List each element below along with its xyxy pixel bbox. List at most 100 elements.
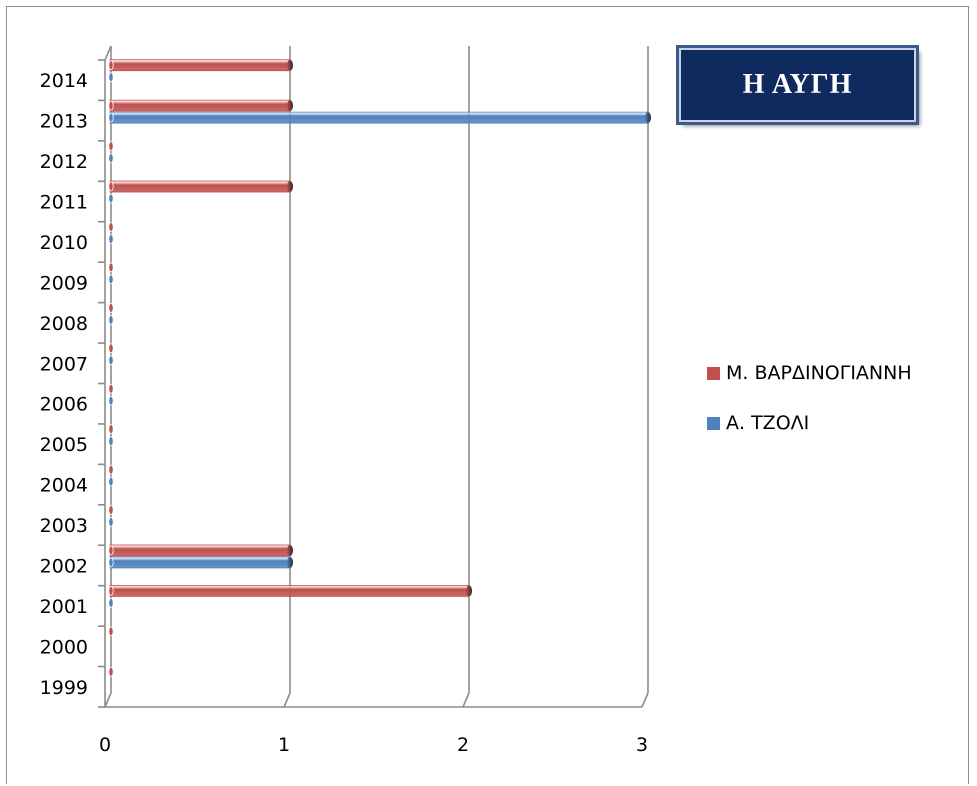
bar-body	[109, 111, 649, 124]
gridline-depth-2	[462, 692, 470, 708]
y-tick-label-2006: 2006	[40, 394, 88, 416]
bar-series-1-2001	[108, 585, 472, 597]
bar-end-cap	[287, 544, 293, 556]
bar-series-2-2013	[108, 111, 651, 124]
x-tick-label-2: 2	[457, 734, 469, 756]
y-tick-label-2003: 2003	[40, 515, 88, 537]
bar-series-1-2011	[108, 180, 293, 193]
bar-start-cap	[108, 72, 114, 83]
y-tick-label-2000: 2000	[40, 636, 88, 658]
x-tick-labels: 0 1 2 3	[99, 734, 648, 756]
bar-start-cap	[108, 545, 114, 556]
y-tick-label-2012: 2012	[40, 151, 88, 173]
bar-start-cap	[108, 476, 114, 487]
bar-start-cap	[108, 598, 114, 608]
y-tick-label-2001: 2001	[40, 596, 88, 618]
bar-end-cap	[287, 181, 293, 193]
y-tick-label-1999: 1999	[40, 677, 88, 699]
bar-series-2-2011	[108, 193, 114, 204]
bar-start-cap	[108, 626, 114, 637]
bar-start-cap	[108, 464, 114, 475]
y-tick-label-2002: 2002	[40, 555, 88, 577]
bar-start-cap	[108, 234, 114, 244]
gridline-depth-0	[104, 692, 112, 708]
bar-start-cap	[108, 505, 114, 515]
x-tick-label-1: 1	[278, 734, 290, 756]
legend-swatch-series-1	[707, 366, 720, 380]
bar-series-1-2006	[108, 383, 114, 394]
bar-start-cap	[108, 193, 114, 204]
bar-start-cap	[108, 395, 114, 406]
chart-title: Η ΑΥΓΗ	[742, 69, 853, 100]
gridline-depth-3	[641, 692, 649, 708]
bar-series-1-2007	[108, 343, 114, 354]
bar-series-1-2000	[108, 626, 114, 637]
bar-series-1-2008	[108, 302, 114, 313]
bar-series-1-2012	[108, 141, 114, 151]
bars-layer	[108, 59, 651, 677]
y-tick-label-2005: 2005	[40, 434, 88, 456]
bar-series-2-2008	[108, 314, 114, 325]
bar-series-1-2009	[108, 262, 114, 273]
bar-series-2-2009	[108, 274, 114, 285]
bar-series-1-2002	[108, 544, 293, 557]
y-tick-label-2011: 2011	[40, 192, 88, 214]
bar-series-1-2014	[108, 59, 293, 72]
bar-series-2-2014	[108, 72, 114, 83]
bar-series-1-2004	[108, 464, 114, 475]
x-tick-label-0: 0	[99, 734, 111, 756]
bar-start-cap	[108, 222, 114, 232]
bar-start-cap	[108, 355, 114, 366]
bar-start-cap	[108, 557, 114, 568]
y-tick-label-2007: 2007	[40, 353, 88, 375]
bar-body	[109, 99, 291, 112]
chart-title-box: Η ΑΥΓΗ	[676, 45, 919, 125]
legend-swatch-series-2	[707, 416, 720, 430]
bar-start-cap	[108, 343, 114, 354]
bar-series-1-2010	[108, 222, 114, 232]
y-tick-label-2009: 2009	[40, 272, 88, 294]
y-tick-labels: 1999 2000 2001 2002 2003 2004 2005 2006 2007 2008…	[40, 70, 88, 699]
bar-start-cap	[108, 141, 114, 151]
bar-start-cap	[108, 314, 114, 325]
legend: Μ. ΒΑΡΔΙΝΟΓΙΑΝΝΗ Α. ΤΖΟΛΙ	[707, 360, 912, 460]
bar-start-cap	[108, 666, 114, 677]
bar-start-cap	[108, 517, 114, 527]
bar-end-cap	[287, 100, 293, 112]
legend-label-series-1: Μ. ΒΑΡΔΙΝΟΓΙΑΝΝΗ	[726, 362, 912, 384]
bar-series-2-2005	[108, 436, 114, 447]
bar-start-cap	[108, 112, 114, 123]
bar-series-2-2001	[108, 598, 114, 608]
bar-end-cap	[466, 585, 472, 597]
bar-body	[109, 556, 291, 569]
bar-start-cap	[108, 383, 114, 394]
bar-series-2-2010	[108, 234, 114, 244]
bar-start-cap	[108, 60, 114, 71]
bar-start-cap	[108, 100, 114, 111]
bar-body	[109, 59, 291, 72]
bar-series-2-2012	[108, 153, 114, 163]
bar-series-1-1999	[108, 666, 114, 677]
legend-label-series-2: Α. ΤΖΟΛΙ	[726, 412, 810, 434]
bar-start-cap	[108, 424, 114, 435]
bar-end-cap	[645, 112, 651, 124]
left-wall-top	[104, 45, 112, 61]
bar-start-cap	[108, 586, 114, 596]
bar-series-2-2004	[108, 476, 114, 487]
grid-layer	[98, 45, 649, 708]
bar-series-1-2005	[108, 424, 114, 435]
bar-end-cap	[287, 556, 293, 568]
bar-start-cap	[108, 181, 114, 192]
bar-series-1-2013	[108, 99, 293, 112]
bar-start-cap	[108, 153, 114, 163]
bar-end-cap	[287, 59, 293, 71]
legend-item-series-2: Α. ΤΖΟΛΙ	[707, 410, 912, 436]
bar-start-cap	[108, 436, 114, 447]
chart-frame	[6, 6, 969, 784]
bar-series-2-2002	[108, 556, 293, 569]
bar-series-2-2007	[108, 355, 114, 366]
bar-start-cap	[108, 302, 114, 313]
bar-body	[109, 544, 291, 557]
x-tick-label-3: 3	[636, 734, 648, 756]
